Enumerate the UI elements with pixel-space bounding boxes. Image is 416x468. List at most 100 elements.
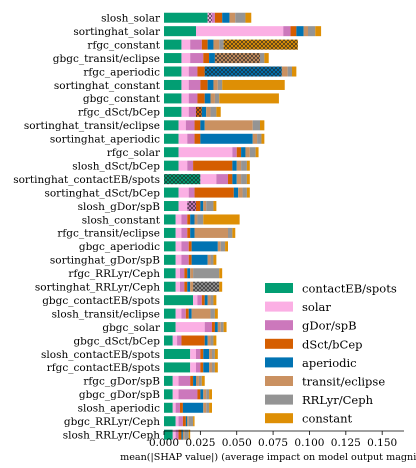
bar-slosh-gdor-spb-contacteb-spots: [164, 201, 179, 212]
bar-gbgc-constant-gdor-spb: [188, 93, 198, 104]
bar-hatch-rfgc-dsct-bcep: [196, 106, 202, 117]
bar-rfgc-gdor-spb-gdor-spb: [178, 375, 191, 386]
bar-rfgc-constant-contacteb-spots: [164, 39, 182, 50]
bar-gbgc-solar-rrlyr-ceph: [220, 322, 224, 333]
bar-slosh-aperiodic-transit-eclipse: [203, 402, 207, 413]
bar-hatch-gbgc-transit-eclipse: [214, 53, 260, 64]
bar-gbgc-transit-eclipse-dsct-bcep: [203, 53, 210, 64]
bar-slosh-aperiodic-rrlyr-ceph: [206, 402, 210, 413]
bar-rfgc-gdor-spb-constant: [201, 375, 205, 386]
x-tick-label: 0.100: [294, 437, 324, 449]
bar-slosh-rrlyr-ceph-solar: [172, 429, 176, 440]
x-tick-label: 0.025: [185, 437, 215, 449]
bar-slosh-gdor-spb-constant: [213, 201, 217, 212]
bar-sortinghat-gdor-spb-rrlyr-ceph: [210, 254, 214, 265]
bar-slosh-gdor-spb-aperiodic: [200, 201, 204, 212]
bar-sortinghat-solar-transit-eclipse: [303, 26, 308, 37]
bar-rfgc-rrlyr-ceph-dsct-bcep: [184, 268, 188, 279]
bar-rfgc-constant-transit-eclipse: [213, 39, 220, 50]
bar-sortinghat-gdor-spb-aperiodic: [191, 254, 208, 265]
bar-rfgc-rrlyr-ceph-aperiodic: [187, 268, 191, 279]
x-tick-label: 0.050: [222, 437, 252, 449]
bar-rfgc-contacteb-spots-dsct-bcep: [200, 362, 204, 373]
bar-gbgc-dsct-bcep-constant: [213, 335, 217, 346]
y-tick-label: sortinghat_transit/eclipse: [24, 120, 160, 132]
bar-gbgc-transit-eclipse-gdor-spb: [190, 53, 204, 64]
bar-gbgc-contacteb-spots-gdor-spb: [197, 295, 202, 306]
bar-sortinghat-constant-contacteb-spots: [164, 79, 182, 90]
bars-layer: [164, 12, 322, 440]
bar-rfgc-gdor-spb-transit-eclipse: [196, 375, 199, 386]
bar-slosh-aperiodic-gdor-spb: [175, 402, 180, 413]
y-tick-label: sortinghat_contactEB/spots: [13, 174, 160, 186]
bar-rfgc-dsct-bcep-constant: [216, 106, 221, 117]
bar-gbgc-contacteb-spots-dsct-bcep: [201, 295, 205, 306]
legend-label-contacteb-spots: contactEB/spots: [302, 282, 397, 296]
bar-rfgc-rrlyr-ceph-solar: [175, 268, 180, 279]
y-tick-label: rfgc_dSct/bCep: [78, 107, 160, 119]
bar-gbgc-aperiodic-aperiodic: [191, 241, 218, 252]
bar-gbgc-contacteb-spots-aperiodic: [204, 295, 208, 306]
bar-rfgc-constant-dsct-bcep: [201, 39, 208, 50]
bar-gbgc-gdor-spb-rrlyr-ceph: [206, 389, 210, 400]
bar-slosh-dsct-bcep-contacteb-spots: [164, 160, 179, 171]
y-tick-label: sortinghat_dSct/bCep: [44, 187, 160, 199]
bar-slosh-solar-gdor-spb: [212, 12, 215, 23]
bar-rfgc-aperiodic-contacteb-spots: [164, 66, 182, 77]
bar-gbgc-aperiodic-dsct-bcep: [188, 241, 192, 252]
bar-slosh-rrlyr-ceph-gdor-spb: [175, 429, 179, 440]
bar-gbgc-constant-transit-eclipse: [210, 93, 215, 104]
bar-gbgc-transit-eclipse-constant: [264, 53, 269, 64]
bar-slosh-rrlyr-ceph-constant: [188, 429, 191, 440]
bar-sortinghat-rrlyr-ceph-transit-eclipse: [190, 281, 194, 292]
bar-gbgc-solar-dsct-bcep: [212, 322, 215, 333]
bar-sortinghat-constant-dsct-bcep: [200, 79, 208, 90]
bar-rfgc-contacteb-spots-contacteb-spots: [164, 362, 191, 373]
bar-rfgc-solar-aperiodic: [241, 147, 246, 158]
legend-label-aperiodic: aperiodic: [302, 356, 357, 370]
bar-gbgc-transit-eclipse-solar: [181, 53, 191, 64]
y-tick-label: sortinghat_gDor/spB: [50, 255, 160, 267]
y-tick-label: rfgc_solar: [107, 147, 161, 159]
bar-gbgc-transit-eclipse-contacteb-spots: [164, 53, 182, 64]
bar-slosh-dsct-bcep-dsct-bcep: [193, 160, 233, 171]
bar-sortinghat-constant-solar: [181, 79, 189, 90]
bar-gbgc-dsct-bcep-aperiodic: [204, 335, 208, 346]
bar-sortinghat-contacteb-spots-rrlyr-ceph: [241, 174, 247, 185]
y-tick-labels: slosh_solarsortinghat_solarrfgc_constant…: [13, 13, 161, 442]
bar-sortinghat-aperiodic-rrlyr-ceph: [257, 133, 262, 144]
bar-gbgc-rrlyr-ceph-gdor-spb: [178, 416, 183, 427]
bar-rfgc-contacteb-spots-solar: [190, 362, 196, 373]
bar-rfgc-constant-solar: [181, 39, 191, 50]
bar-slosh-contacteb-spots-dsct-bcep: [200, 348, 204, 359]
bar-rfgc-solar-gdor-spb: [232, 147, 237, 158]
bar-slosh-solar-rrlyr-ceph: [235, 12, 246, 23]
bar-gbgc-gdor-spb-aperiodic: [200, 389, 204, 400]
bar-sortinghat-contacteb-spots-solar: [200, 174, 217, 185]
bar-rfgc-dsct-bcep-aperiodic: [201, 106, 207, 117]
bar-sortinghat-constant-gdor-spb: [188, 79, 201, 90]
bar-rfgc-contacteb-spots-aperiodic: [203, 362, 210, 373]
bar-sortinghat-dsct-bcep-gdor-spb: [188, 187, 195, 198]
bar-sortinghat-solar-dsct-bcep: [290, 26, 297, 37]
bar-slosh-contacteb-spots-contacteb-spots: [164, 348, 191, 359]
y-tick-label: gbgc_constant: [83, 93, 161, 105]
bar-gbgc-aperiodic-transit-eclipse: [217, 241, 221, 252]
bar-gbgc-constant-dsct-bcep: [197, 93, 205, 104]
y-tick-label: slosh_solar: [101, 13, 161, 25]
legend-label-solar: solar: [302, 300, 331, 314]
bar-gbgc-rrlyr-ceph-aperiodic: [185, 416, 188, 427]
bar-gbgc-aperiodic-rrlyr-ceph: [220, 241, 226, 252]
bar-gbgc-solar-aperiodic: [214, 322, 218, 333]
bar-slosh-contacteb-spots-solar: [190, 348, 196, 359]
y-tick-label: gbgc_RRLyr/Ceph: [64, 416, 160, 428]
y-tick-label: slosh_dSct/bCep: [72, 160, 160, 172]
y-tick-label: rfgc_RRLyr/Ceph: [68, 268, 160, 280]
bar-slosh-constant-solar: [175, 214, 182, 225]
bar-gbgc-solar-gdor-spb: [204, 322, 212, 333]
bar-rfgc-solar-dsct-bcep: [236, 147, 242, 158]
bar-gbgc-gdor-spb-solar: [172, 389, 179, 400]
bar-gbgc-rrlyr-ceph-rrlyr-ceph: [188, 416, 194, 427]
y-tick-label: sortinghat_RRLyr/Ceph: [35, 282, 160, 294]
bar-slosh-aperiodic-solar: [172, 402, 176, 413]
